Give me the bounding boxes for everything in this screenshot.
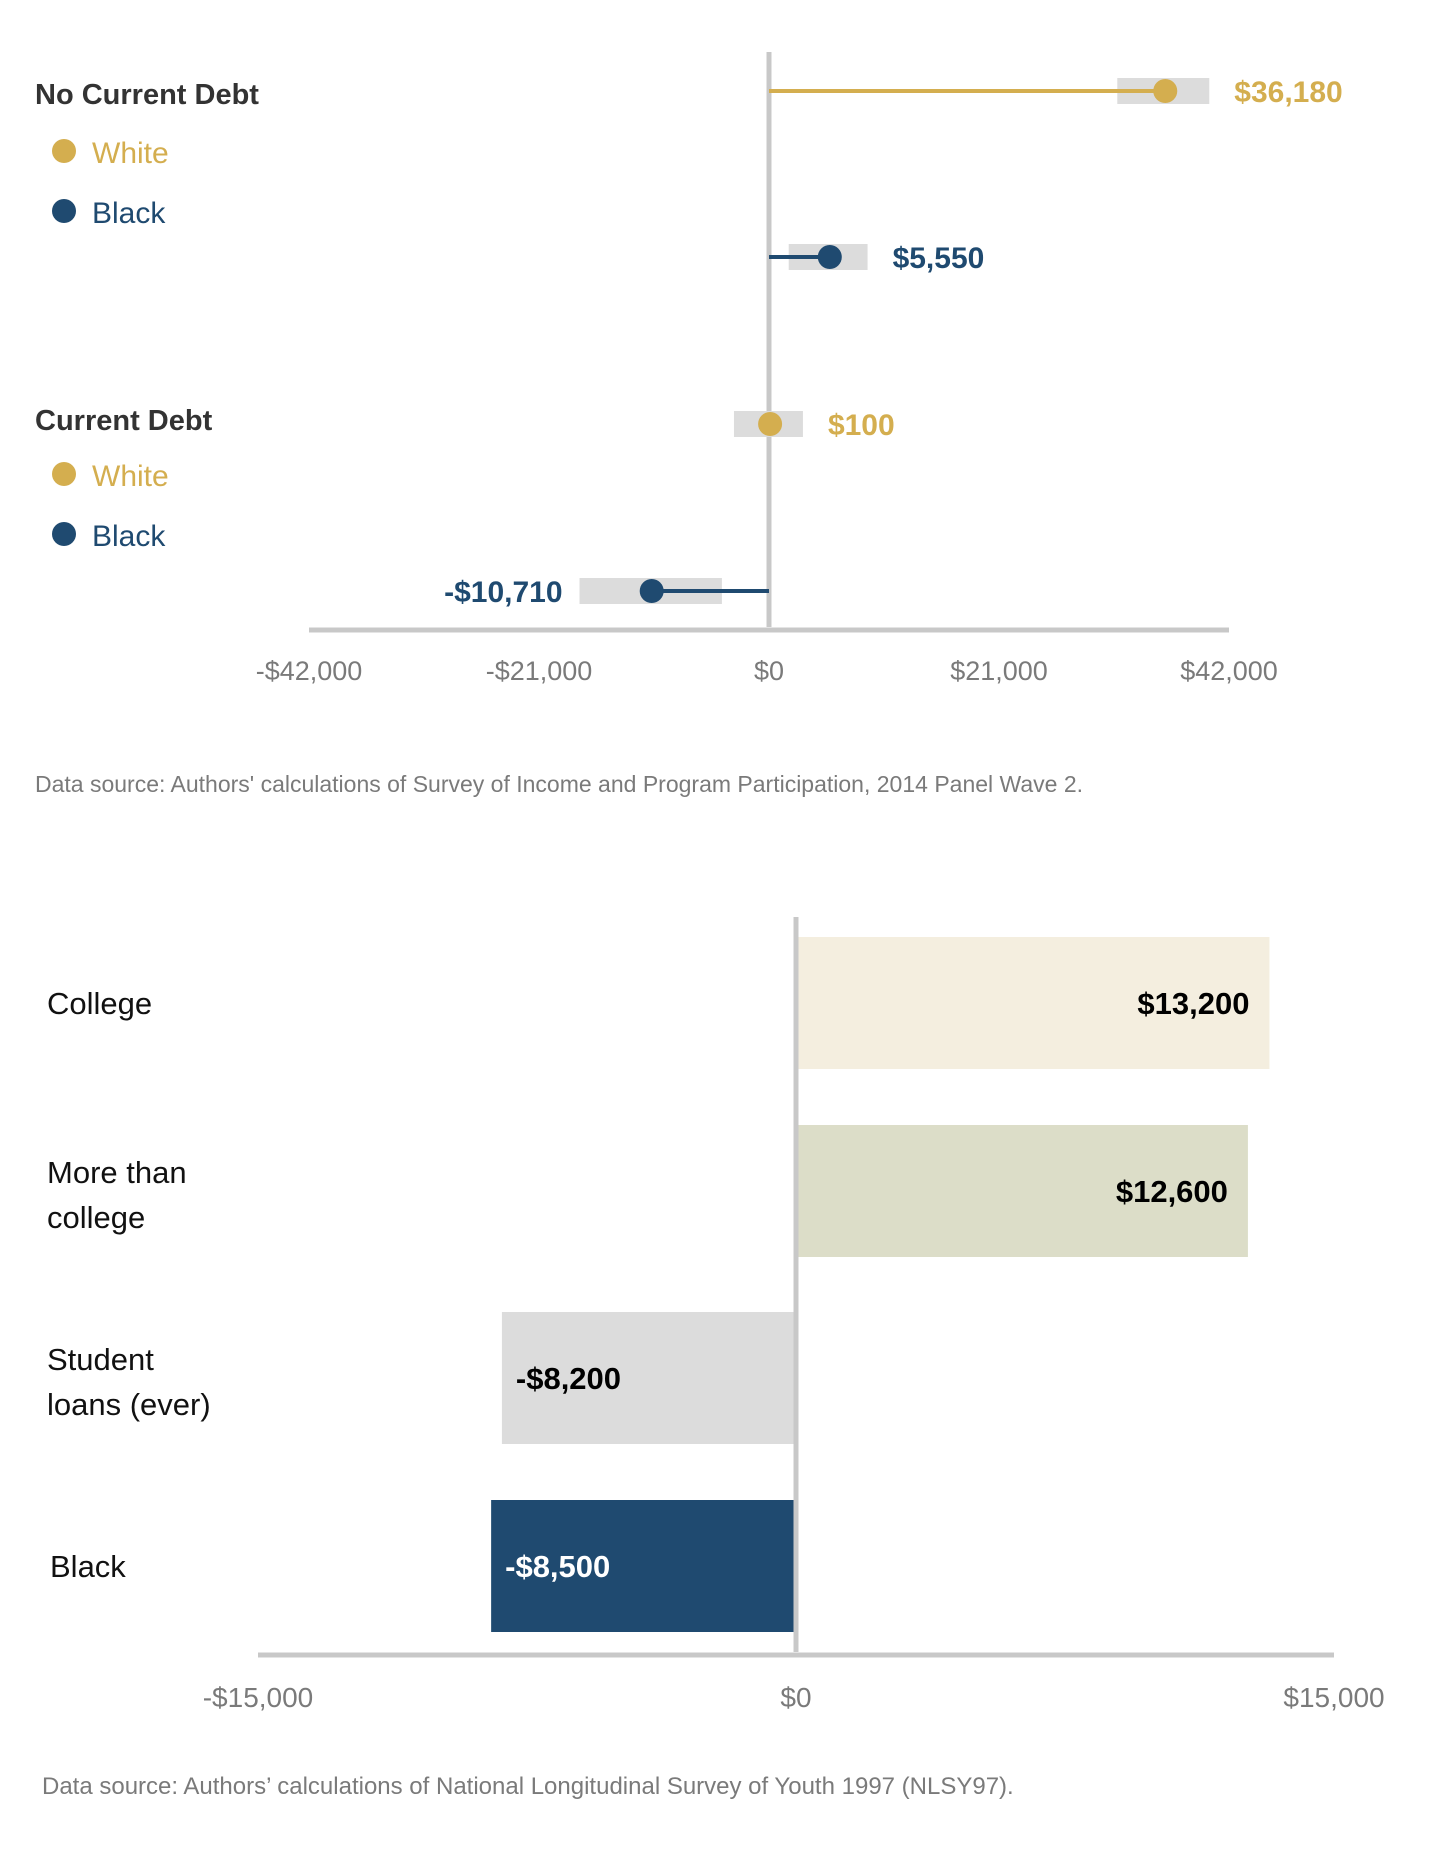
- category-label: loans (ever): [47, 1387, 211, 1422]
- bar: [501, 1312, 796, 1444]
- data-point: [817, 245, 842, 269]
- bar: [796, 1125, 1248, 1257]
- bar-value-label: -$8,200: [516, 1361, 621, 1396]
- data-point: [1153, 79, 1178, 103]
- group-title: No Current Debt: [35, 79, 259, 111]
- legend-marker: [52, 139, 76, 163]
- bar-value-label: $12,600: [1116, 1174, 1228, 1209]
- dot-plot-group: Current Debt White Black $100 -$10,710: [35, 405, 895, 609]
- x-tick-label: -$15,000: [203, 1682, 314, 1713]
- category-label: More than: [47, 1155, 187, 1190]
- legend-label: White: [92, 460, 169, 493]
- group-title: Current Debt: [35, 405, 213, 437]
- x-tick-label: $21,000: [950, 656, 1048, 686]
- legend-marker: [52, 199, 76, 223]
- data-label: $36,180: [1234, 76, 1342, 109]
- bar-value-label: -$8,500: [505, 1549, 610, 1584]
- dot-plot-group: No Current Debt White Black $36,180 $5,550: [35, 76, 1343, 275]
- data-label: -$10,710: [444, 576, 562, 609]
- source-note: Data source: Authors’ calculations of Na…: [42, 1773, 1014, 1800]
- data-label: $5,550: [893, 242, 985, 275]
- data-label: $100: [828, 409, 895, 442]
- category-label: Student: [47, 1342, 154, 1377]
- dot-plot-chart: -$42,000 -$21,000 $0 $21,000 $42,000 No Curre…: [35, 52, 1343, 797]
- data-point: [639, 579, 664, 603]
- source-note: Data source: Authors' calculations of Su…: [35, 771, 1083, 797]
- bar: [491, 1500, 796, 1632]
- category-label: College: [47, 986, 152, 1021]
- data-point: [758, 412, 783, 436]
- x-tick-label: -$21,000: [486, 656, 593, 686]
- bar-chart: $13,200 College $12,600 More than college -$8…: [42, 917, 1385, 1800]
- x-tick-label: $15,000: [1283, 1682, 1384, 1713]
- legend-label: Black: [92, 520, 166, 553]
- x-tick-label: $0: [780, 1682, 811, 1713]
- legend-label: Black: [92, 197, 166, 230]
- bar-value-label: $13,200: [1137, 986, 1249, 1021]
- legend-label: White: [92, 137, 169, 170]
- x-tick-label: $0: [754, 656, 784, 686]
- category-label: Black: [50, 1549, 126, 1584]
- x-tick-label: -$42,000: [256, 656, 363, 686]
- legend-marker: [52, 522, 76, 546]
- x-tick-label: $42,000: [1180, 656, 1278, 686]
- legend-marker: [52, 462, 76, 486]
- category-label: college: [47, 1200, 145, 1235]
- bar: [796, 937, 1270, 1069]
